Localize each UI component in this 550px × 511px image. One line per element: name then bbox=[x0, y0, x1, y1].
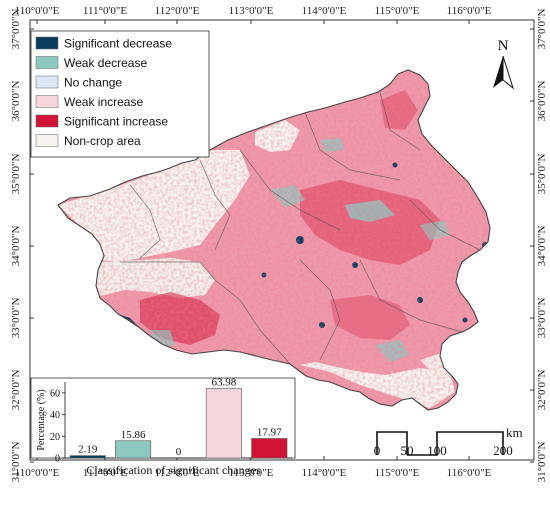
right-tick-label: 37°0'0"N bbox=[536, 9, 548, 50]
inset-bar-value-label: 15.86 bbox=[121, 429, 146, 441]
top-tick-label: 114°0'0"E bbox=[302, 5, 347, 17]
bottom-tick-label: 112°0'0"E bbox=[155, 467, 200, 479]
inset-bar bbox=[205, 388, 242, 459]
north-arrow: N bbox=[493, 38, 514, 90]
left-tick-label: 37°0'0"N bbox=[10, 9, 22, 50]
legend-label: Significant increase bbox=[64, 115, 168, 129]
bottom-tick-label: 113°0'0"E bbox=[229, 467, 274, 479]
bottom-tick-label: 116°0'0"E bbox=[447, 467, 492, 479]
bottom-tick-label: 110°0'0"E bbox=[15, 467, 60, 479]
inset-bar-value-label: 63.98 bbox=[212, 377, 237, 389]
inset-y-tick-label: 40 bbox=[50, 410, 60, 421]
right-tick-label: 31°0'0"N bbox=[536, 442, 548, 483]
left-tick-label: 34°0'0"N bbox=[10, 226, 22, 267]
left-tick-label: 36°0'0"N bbox=[10, 81, 22, 122]
top-tick-label: 115°0'0"E bbox=[375, 5, 420, 17]
legend-label: No change bbox=[64, 76, 122, 90]
legend-swatch bbox=[35, 134, 59, 147]
inset-x-label: Classification of significant changes bbox=[86, 463, 261, 477]
legend-label: Non-crop area bbox=[64, 134, 141, 148]
north-arrow-left-icon bbox=[493, 56, 503, 88]
left-tick-label: 35°0'0"N bbox=[10, 154, 22, 195]
scale-bar-line bbox=[376, 431, 504, 456]
top-tick-label: 112°0'0"E bbox=[155, 5, 200, 17]
top-tick-label: 110°0'0"E bbox=[15, 5, 60, 17]
north-arrow-right-icon bbox=[502, 55, 514, 90]
right-tick-label: 34°0'0"N bbox=[536, 226, 548, 267]
scale-bar-label: 100 bbox=[427, 443, 447, 458]
inset-bar-value-label: 17.97 bbox=[257, 426, 282, 438]
right-tick-label: 33°0'0"N bbox=[536, 298, 548, 339]
legend-label: Weak increase bbox=[64, 95, 143, 109]
legend: Significant decrease Weak decrease No chan… bbox=[30, 30, 210, 158]
scale-bar-label: 50 bbox=[401, 443, 414, 458]
top-tick-label: 116°0'0"E bbox=[447, 5, 492, 17]
legend-box bbox=[30, 30, 210, 158]
legend-swatch bbox=[35, 56, 59, 69]
legend-swatch bbox=[35, 75, 59, 89]
inset-bar-value-label: 2.19 bbox=[78, 444, 98, 456]
scale-bar: 0 50 100 200 km bbox=[374, 425, 523, 458]
legend-swatch bbox=[35, 95, 59, 108]
north-label: N bbox=[498, 38, 509, 54]
scale-bar-label: 0 bbox=[374, 443, 381, 458]
legend-swatch bbox=[35, 36, 59, 50]
inset-bar bbox=[251, 438, 288, 459]
left-tick-label: 33°0'0"N bbox=[10, 298, 22, 339]
legend-label: Significant decrease bbox=[64, 37, 172, 51]
inset-y-label: Percentage (%) bbox=[36, 389, 47, 450]
scale-bar-label: 200 bbox=[493, 443, 513, 458]
inset-y-tick-label: 60 bbox=[50, 388, 60, 399]
legend-label: Weak decrease bbox=[64, 56, 147, 70]
left-tick-label: 31°0'0"N bbox=[10, 442, 22, 483]
inset-box bbox=[30, 377, 296, 459]
top-tick-label: 113°0'0"E bbox=[229, 5, 274, 17]
right-tick-label: 35°0'0"N bbox=[536, 154, 548, 195]
inset-y-tick-label: 20 bbox=[50, 432, 60, 443]
scale-bar-unit: km bbox=[506, 425, 523, 440]
top-tick-label: 111°0'0"E bbox=[83, 5, 128, 17]
inset-bar-value-label: 0 bbox=[176, 446, 182, 458]
graticule-ticks: 110°0'0"E 111°0'0"E 112°0'0"E 113°0'0"E 114°… bbox=[10, 5, 548, 482]
inset-bar bbox=[115, 440, 152, 459]
province-map bbox=[57, 69, 491, 411]
bottom-tick-label: 114°0'0"E bbox=[302, 467, 347, 479]
right-tick-label: 32°0'0"N bbox=[536, 370, 548, 411]
inset-y-tick-label: 0 bbox=[55, 454, 60, 465]
inset-bar bbox=[69, 455, 106, 459]
bottom-tick-label: 111°0'0"E bbox=[83, 467, 128, 479]
bottom-tick-label: 115°0'0"E bbox=[375, 467, 420, 479]
right-tick-label: 36°0'0"N bbox=[536, 81, 548, 122]
left-tick-label: 32°0'0"N bbox=[10, 370, 22, 411]
legend-swatch bbox=[35, 114, 59, 128]
